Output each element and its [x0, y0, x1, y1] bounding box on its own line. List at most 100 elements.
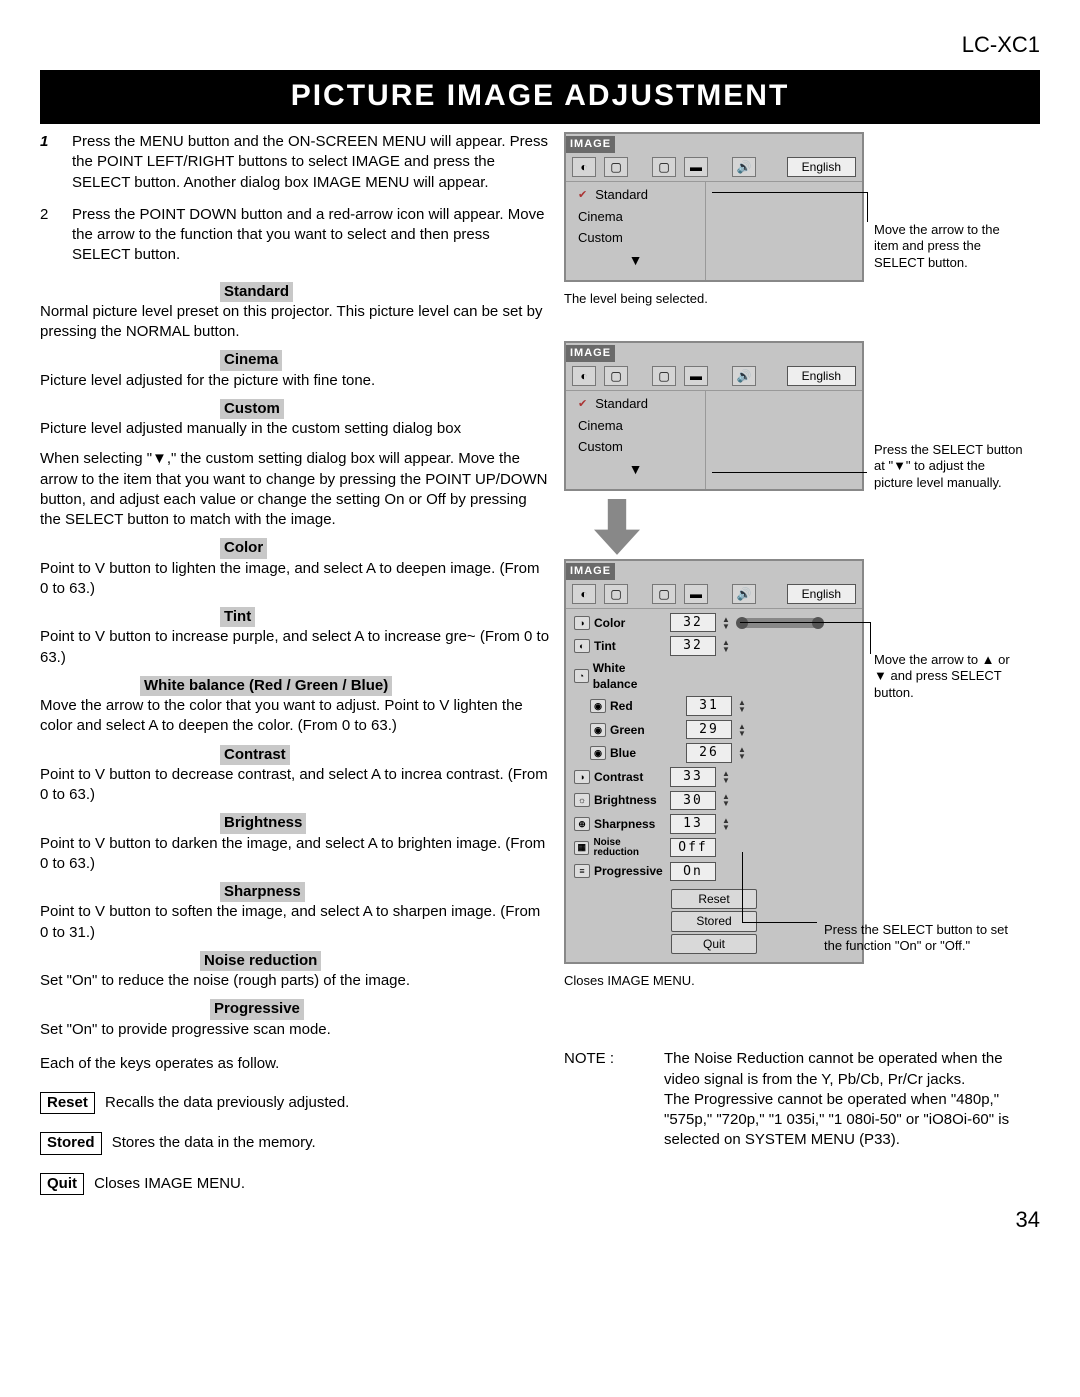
spinner-icon[interactable]: ▲▼: [722, 616, 730, 630]
row-brightness[interactable]: ☼Brightness 30 ▲▼: [572, 789, 856, 813]
step-text: Press the MENU button and the ON-SCREEN …: [72, 132, 550, 193]
value-tint: 32: [670, 636, 716, 656]
language-button[interactable]: English: [787, 157, 856, 177]
language-button[interactable]: English: [787, 584, 856, 604]
tab-icon[interactable]: ▢: [604, 157, 628, 177]
heading-custom: Custom: [220, 399, 284, 419]
spinner-icon[interactable]: ▲▼: [722, 817, 730, 831]
text-noise: Set "On" to reduce the noise (rough part…: [40, 971, 550, 991]
osd-topbar: ◐ ▢ ▢ ▬ 🔊 English: [566, 580, 862, 609]
speaker-icon[interactable]: 🔊: [732, 584, 756, 604]
osd-title: IMAGE: [566, 345, 615, 362]
row-blue[interactable]: ◉Blue 26 ▲▼: [572, 741, 856, 765]
tab-icon[interactable]: ▬: [684, 157, 708, 177]
spinner-icon[interactable]: ▲▼: [722, 770, 730, 784]
callout-2: Press the SELECT button at "▼" to adjust…: [874, 442, 1024, 491]
row-noise[interactable]: ▦Noise reduction Off: [572, 836, 856, 860]
osd-quit-button[interactable]: Quit: [671, 934, 757, 954]
osd-panel-detail: IMAGE ◐ ▢ ▢ ▬ 🔊 English ◑Color 32 ▲▼: [564, 559, 864, 964]
osd-item-standard[interactable]: Standard: [572, 393, 699, 415]
heading-contrast: Contrast: [220, 745, 290, 765]
osd-item-standard[interactable]: Standard: [572, 184, 699, 206]
step-text: Press the POINT DOWN button and a red-ar…: [72, 205, 550, 266]
tab-icon[interactable]: ▢: [652, 157, 676, 177]
spinner-icon[interactable]: ▲▼: [722, 639, 730, 653]
osd-item-cinema[interactable]: Cinema: [572, 415, 699, 437]
tab-icon[interactable]: ▬: [684, 584, 708, 604]
text-custom: Picture level adjusted manually in the c…: [40, 419, 550, 439]
osd-item-custom[interactable]: Custom: [572, 436, 699, 458]
note-label: NOTE :: [564, 1049, 634, 1150]
red-icon: ◉: [590, 699, 606, 713]
step-2: 2 Press the POINT DOWN button and a red-…: [40, 205, 550, 266]
value-color: 32: [670, 613, 716, 633]
text-wb: Move the arrow to the color that you wan…: [40, 696, 550, 737]
heading-wb: White balance (Red / Green / Blue): [140, 676, 392, 696]
color-icon: ◑: [574, 616, 590, 630]
key-stored-row: Stored Stores the data in the memory.: [40, 1132, 550, 1154]
tab-icon[interactable]: ▬: [684, 366, 708, 386]
speaker-icon[interactable]: 🔊: [732, 157, 756, 177]
progressive-icon: ≡: [574, 864, 590, 878]
language-button[interactable]: English: [787, 366, 856, 386]
row-sharpness[interactable]: ⊕Sharpness 13 ▲▼: [572, 812, 856, 836]
caption-level-selected: The level being selected.: [564, 290, 1040, 308]
tab-icon[interactable]: ▢: [652, 584, 676, 604]
row-red[interactable]: ◉Red 31 ▲▼: [572, 694, 856, 718]
row-contrast[interactable]: ◑Contrast 33 ▲▼: [572, 765, 856, 789]
osd-item-custom[interactable]: Custom: [572, 227, 699, 249]
model-label: LC-XC1: [40, 30, 1040, 60]
row-progressive[interactable]: ≡Progressive On: [572, 860, 856, 884]
contrast-icon: ◑: [574, 770, 590, 784]
tint-icon: ◐: [574, 639, 590, 653]
row-green[interactable]: ◉Green 29 ▲▼: [572, 718, 856, 742]
down-arrow-icon[interactable]: ▼: [572, 249, 699, 274]
wb-icon: ◔: [574, 669, 589, 683]
osd-reset-button[interactable]: Reset: [671, 889, 757, 909]
row-tint[interactable]: ◐Tint 32 ▲▼: [572, 634, 856, 658]
text-standard: Normal picture level preset on this proj…: [40, 302, 550, 343]
row-wb: ◔White balance: [572, 658, 856, 694]
osd-title: IMAGE: [566, 136, 615, 153]
heading-color: Color: [220, 538, 267, 558]
spinner-icon[interactable]: ▲▼: [738, 746, 746, 760]
spinner-icon[interactable]: ▲▼: [722, 793, 730, 807]
osd-panel-1: IMAGE ◐ ▢ ▢ ▬ 🔊 English Standard Cinema …: [564, 132, 864, 282]
heading-standard: Standard: [220, 282, 293, 302]
osd-title: IMAGE: [566, 563, 615, 580]
step-number: 2: [40, 205, 72, 266]
osd-topbar: ◐ ▢ ▢ ▬ 🔊 English: [566, 362, 862, 391]
spinner-icon[interactable]: ▲▼: [738, 699, 746, 713]
heading-progressive: Progressive: [210, 999, 304, 1019]
down-arrow-icon[interactable]: ▼: [572, 458, 699, 483]
caption-closes-menu: Closes IMAGE MENU.: [564, 972, 1040, 990]
text-cinema: Picture level adjusted for the picture w…: [40, 371, 550, 391]
key-quit-desc: Closes IMAGE MENU.: [94, 1175, 245, 1192]
key-quit: Quit: [40, 1173, 84, 1195]
osd-topbar: ◐ ▢ ▢ ▬ 🔊 English: [566, 153, 862, 182]
tab-icon[interactable]: ▢: [652, 366, 676, 386]
right-column: IMAGE ◐ ▢ ▢ ▬ 🔊 English Standard Cinema …: [564, 132, 1040, 1195]
heading-tint: Tint: [220, 607, 255, 627]
noise-icon: ▦: [574, 841, 589, 855]
spinner-icon[interactable]: ▲▼: [738, 723, 746, 737]
page-number: 34: [40, 1205, 1040, 1235]
callout-1: Move the arrow to the item and press the…: [874, 222, 1024, 271]
tab-icon[interactable]: ◐: [572, 366, 596, 386]
heading-noise: Noise reduction: [200, 951, 321, 971]
value-progressive: On: [670, 862, 716, 882]
value-green: 29: [686, 720, 732, 740]
page-banner: PICTURE IMAGE ADJUSTMENT: [40, 70, 1040, 125]
value-red: 31: [686, 696, 732, 716]
osd-item-cinema[interactable]: Cinema: [572, 206, 699, 228]
tab-icon[interactable]: ◐: [572, 584, 596, 604]
tab-icon[interactable]: ◐: [572, 157, 596, 177]
text-contrast: Point to V button to decrease contrast, …: [40, 765, 550, 806]
tab-icon[interactable]: ▢: [604, 366, 628, 386]
heading-brightness: Brightness: [220, 813, 306, 833]
text-progressive: Set "On" to provide progressive scan mod…: [40, 1020, 550, 1040]
text-tint: Point to V button to increase purple, an…: [40, 627, 550, 668]
tab-icon[interactable]: ▢: [604, 584, 628, 604]
value-blue: 26: [686, 743, 732, 763]
speaker-icon[interactable]: 🔊: [732, 366, 756, 386]
